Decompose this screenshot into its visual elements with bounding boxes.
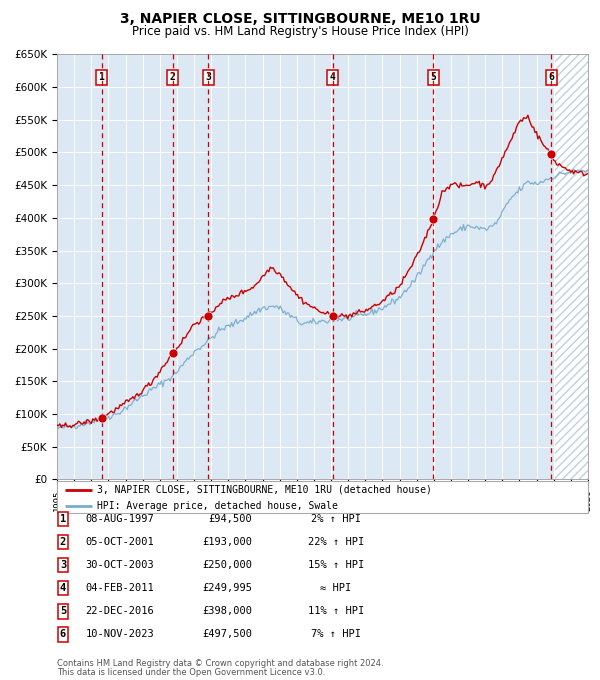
Text: 08-AUG-1997: 08-AUG-1997 — [86, 514, 154, 524]
Text: 22-DEC-2016: 22-DEC-2016 — [86, 607, 154, 616]
Text: 7% ↑ HPI: 7% ↑ HPI — [311, 630, 361, 639]
Text: £250,000: £250,000 — [202, 560, 252, 570]
Text: 3, NAPIER CLOSE, SITTINGBOURNE, ME10 1RU: 3, NAPIER CLOSE, SITTINGBOURNE, ME10 1RU — [119, 12, 481, 26]
Text: 11% ↑ HPI: 11% ↑ HPI — [308, 607, 364, 616]
Text: 15% ↑ HPI: 15% ↑ HPI — [308, 560, 364, 570]
Text: 4: 4 — [329, 72, 335, 82]
Text: £398,000: £398,000 — [202, 607, 252, 616]
Text: 30-OCT-2003: 30-OCT-2003 — [86, 560, 154, 570]
Text: Contains HM Land Registry data © Crown copyright and database right 2024.: Contains HM Land Registry data © Crown c… — [57, 659, 383, 668]
Text: HPI: Average price, detached house, Swale: HPI: Average price, detached house, Swal… — [97, 501, 338, 511]
Text: £94,500: £94,500 — [208, 514, 252, 524]
Text: 2% ↑ HPI: 2% ↑ HPI — [311, 514, 361, 524]
Text: This data is licensed under the Open Government Licence v3.0.: This data is licensed under the Open Gov… — [57, 668, 325, 677]
Text: 3: 3 — [205, 72, 211, 82]
Text: 6: 6 — [60, 630, 66, 639]
Text: 22% ↑ HPI: 22% ↑ HPI — [308, 537, 364, 547]
Text: 6: 6 — [548, 72, 554, 82]
Text: 1: 1 — [98, 72, 104, 82]
Text: 04-FEB-2011: 04-FEB-2011 — [86, 583, 154, 593]
Text: 2: 2 — [60, 537, 66, 547]
Text: 3, NAPIER CLOSE, SITTINGBOURNE, ME10 1RU (detached house): 3, NAPIER CLOSE, SITTINGBOURNE, ME10 1RU… — [97, 485, 432, 495]
Text: 2: 2 — [170, 72, 176, 82]
Bar — [555, 48, 588, 479]
Text: Price paid vs. HM Land Registry's House Price Index (HPI): Price paid vs. HM Land Registry's House … — [131, 25, 469, 38]
Text: 3: 3 — [60, 560, 66, 570]
Text: 4: 4 — [60, 583, 66, 593]
Text: 10-NOV-2023: 10-NOV-2023 — [86, 630, 154, 639]
Text: 5: 5 — [431, 72, 436, 82]
Text: 05-OCT-2001: 05-OCT-2001 — [86, 537, 154, 547]
Text: 5: 5 — [60, 607, 66, 616]
Text: 1: 1 — [60, 514, 66, 524]
FancyBboxPatch shape — [57, 481, 588, 513]
Text: £193,000: £193,000 — [202, 537, 252, 547]
Text: ≈ HPI: ≈ HPI — [320, 583, 352, 593]
Text: £249,995: £249,995 — [202, 583, 252, 593]
Text: £497,500: £497,500 — [202, 630, 252, 639]
